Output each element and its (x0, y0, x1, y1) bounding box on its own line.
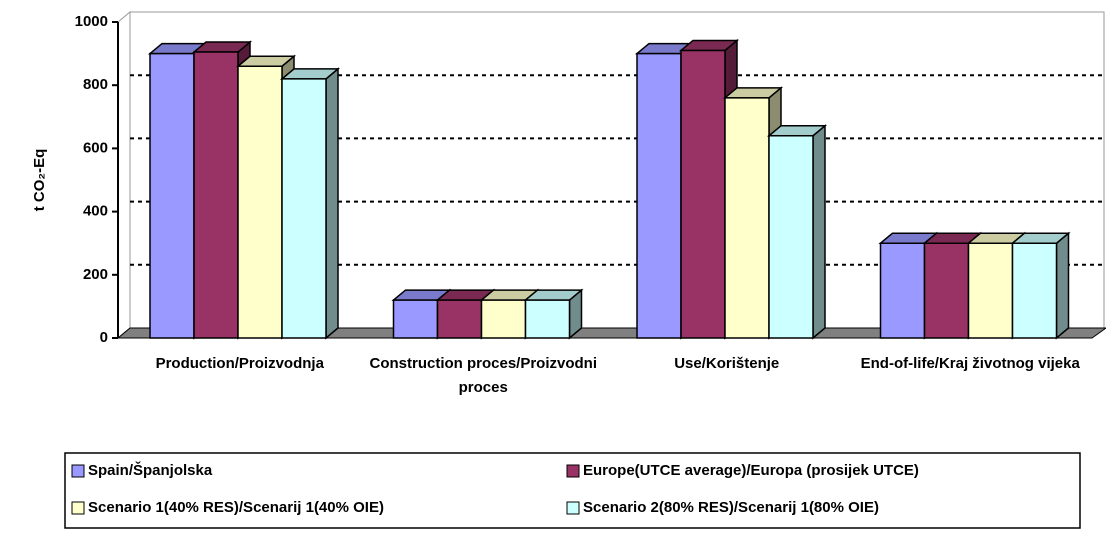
bar-front (281, 78, 327, 339)
bar (523, 288, 584, 340)
bar-side (325, 67, 339, 340)
bar-front (524, 299, 571, 339)
bar-front (636, 52, 682, 339)
bar-side (1055, 231, 1070, 340)
bar-front (879, 242, 926, 339)
y-axis-label: t CO₂-Eq (31, 149, 48, 212)
y-tick-label: 800 (83, 76, 108, 93)
legend-box (64, 452, 1081, 529)
legend-swatch (71, 464, 85, 478)
bar-front (237, 65, 283, 339)
bar-front (967, 242, 1014, 339)
bar-front (768, 135, 814, 339)
bar-front (392, 299, 439, 339)
legend-swatch (566, 501, 580, 515)
bar-front (923, 242, 970, 339)
legend-label: Spain/Španjolska (88, 461, 213, 479)
bar (766, 124, 828, 340)
x-tick-label: Production/Proizvodnja (155, 355, 324, 372)
legend-label: Scenario 2(80% RES)/Scenarij 1(80% OIE) (583, 499, 879, 516)
y-tick-label: 400 (83, 203, 108, 220)
bar (1010, 231, 1071, 340)
legend-swatch (566, 464, 580, 478)
legend-label: Europe(UTCE average)/Europa (prosijek UT… (583, 462, 919, 479)
y-tick-label: 600 (83, 139, 108, 156)
side-wall (117, 10, 131, 340)
y-tick-label: 200 (83, 266, 108, 283)
bar-front (193, 51, 239, 339)
bar-side (812, 124, 826, 340)
bar-front (680, 49, 726, 339)
x-tick-label: Construction proces/Proizvodni proces (369, 355, 598, 396)
bar-front (724, 97, 770, 339)
bar-front (480, 299, 527, 339)
x-tick-label: Use/Korištenje (674, 355, 780, 372)
bar-front (149, 52, 195, 339)
bar-front (436, 299, 483, 339)
y-tick-label: 1000 (75, 13, 108, 30)
bar-front (1011, 242, 1058, 339)
y-tick-label: 0 (100, 329, 108, 346)
bar (279, 67, 341, 340)
legend-swatch (71, 501, 85, 515)
legend-label: Scenario 1(40% RES)/Scenarij 1(40% OIE) (88, 499, 384, 516)
x-tick-label: End-of-life/Kraj životnog vijeka (860, 355, 1080, 372)
